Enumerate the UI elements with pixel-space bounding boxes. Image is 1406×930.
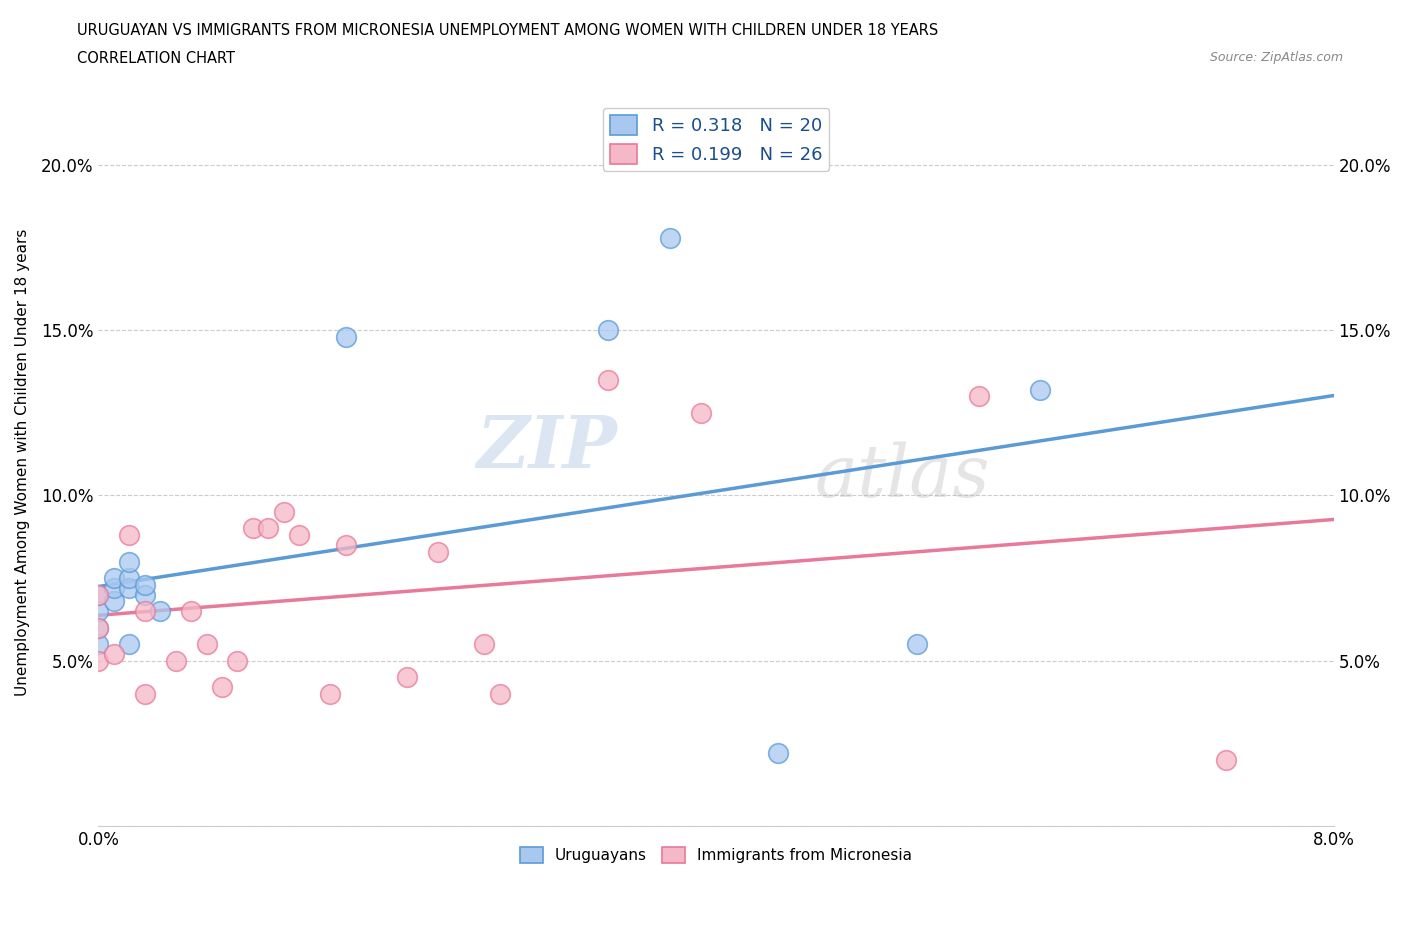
Point bbox=[149, 604, 172, 618]
Point bbox=[1215, 752, 1237, 767]
Point bbox=[87, 604, 110, 618]
Point bbox=[335, 538, 357, 552]
Point bbox=[134, 578, 156, 592]
Text: CORRELATION CHART: CORRELATION CHART bbox=[77, 51, 235, 66]
Point bbox=[474, 637, 496, 652]
Point bbox=[195, 637, 218, 652]
Point bbox=[87, 620, 110, 635]
Point bbox=[134, 604, 156, 618]
Point bbox=[689, 405, 711, 420]
Point bbox=[319, 686, 342, 701]
Point bbox=[766, 746, 789, 761]
Point bbox=[118, 637, 141, 652]
Point bbox=[118, 554, 141, 569]
Legend: Uruguayans, Immigrants from Micronesia: Uruguayans, Immigrants from Micronesia bbox=[513, 841, 918, 870]
Point bbox=[335, 329, 357, 344]
Point bbox=[658, 230, 681, 245]
Point bbox=[87, 587, 110, 602]
Point bbox=[103, 571, 125, 586]
Point bbox=[87, 637, 110, 652]
Point bbox=[118, 571, 141, 586]
Point bbox=[905, 637, 928, 652]
Point bbox=[103, 646, 125, 661]
Point bbox=[288, 527, 311, 542]
Text: atlas: atlas bbox=[815, 442, 990, 512]
Text: URUGUAYAN VS IMMIGRANTS FROM MICRONESIA UNEMPLOYMENT AMONG WOMEN WITH CHILDREN U: URUGUAYAN VS IMMIGRANTS FROM MICRONESIA … bbox=[77, 23, 939, 38]
Point bbox=[489, 686, 512, 701]
Point bbox=[87, 653, 110, 668]
Point bbox=[396, 670, 419, 684]
Point bbox=[165, 653, 187, 668]
Point bbox=[87, 620, 110, 635]
Point bbox=[226, 653, 249, 668]
Point bbox=[257, 521, 280, 536]
Point bbox=[427, 544, 450, 559]
Point bbox=[118, 580, 141, 595]
Point bbox=[273, 504, 295, 519]
Y-axis label: Unemployment Among Women with Children Under 18 years: Unemployment Among Women with Children U… bbox=[15, 229, 30, 696]
Point bbox=[180, 604, 202, 618]
Point bbox=[242, 521, 264, 536]
Point bbox=[103, 593, 125, 608]
Text: Source: ZipAtlas.com: Source: ZipAtlas.com bbox=[1209, 51, 1343, 64]
Point bbox=[211, 680, 233, 695]
Point bbox=[118, 527, 141, 542]
Point bbox=[134, 686, 156, 701]
Point bbox=[596, 323, 619, 338]
Point bbox=[596, 372, 619, 387]
Point bbox=[103, 580, 125, 595]
Point bbox=[87, 587, 110, 602]
Text: ZIP: ZIP bbox=[477, 412, 617, 484]
Point bbox=[134, 587, 156, 602]
Point bbox=[967, 389, 990, 404]
Point bbox=[1029, 382, 1052, 397]
